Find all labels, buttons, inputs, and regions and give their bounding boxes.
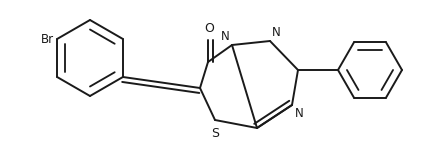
Text: O: O: [204, 22, 214, 35]
Text: Br: Br: [41, 33, 54, 45]
Text: S: S: [211, 127, 219, 140]
Text: N: N: [272, 26, 281, 39]
Text: N: N: [295, 107, 304, 120]
Text: N: N: [221, 30, 230, 43]
